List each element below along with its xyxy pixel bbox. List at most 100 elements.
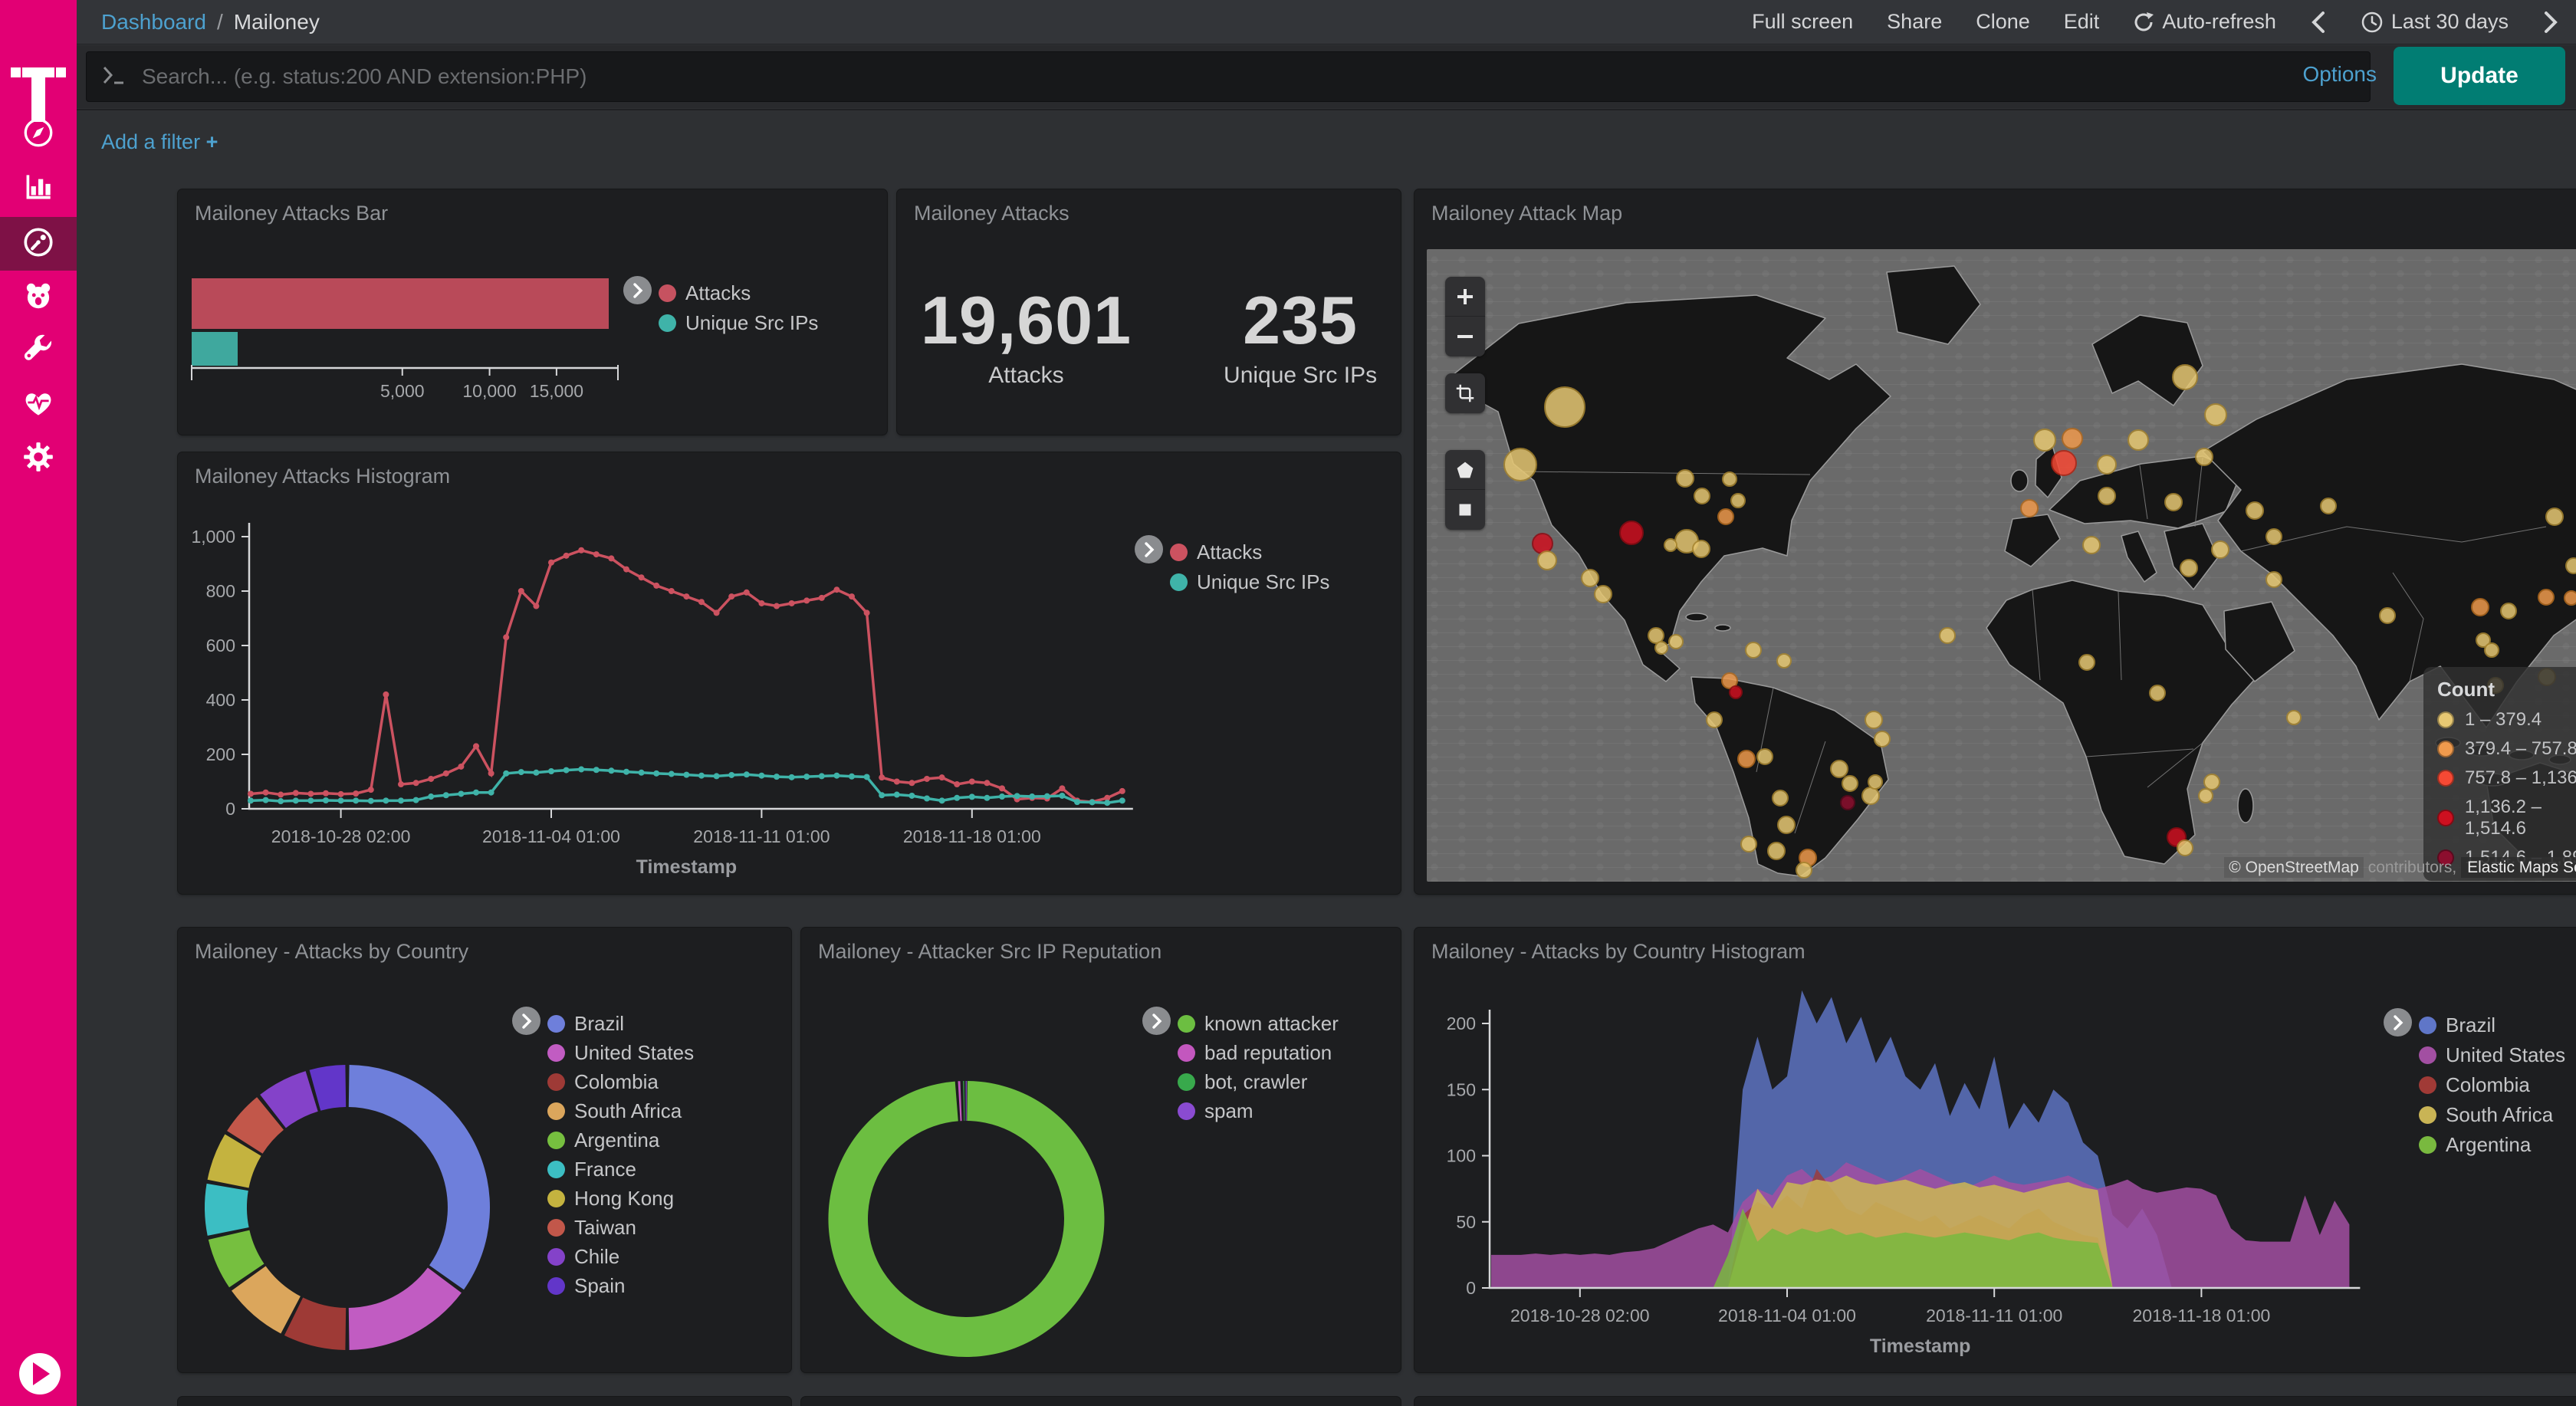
update-button[interactable]: Update	[2394, 47, 2565, 105]
legend-item-brazil[interactable]: Brazil	[547, 1012, 624, 1036]
zoom-in-button[interactable]	[1445, 277, 1485, 317]
breadcrumb-dashboard-link[interactable]: Dashboard	[101, 9, 206, 34]
attack-marker	[2563, 590, 2576, 606]
legend-item-south-africa[interactable]: South Africa	[547, 1099, 682, 1123]
telekom-logo[interactable]	[11, 51, 66, 128]
legend-item-bot-crawler[interactable]: bot, crawler	[1178, 1070, 1307, 1094]
pie-slice-france[interactable]	[204, 1183, 249, 1236]
legend-item-colombia[interactable]: Colombia	[2419, 1073, 2530, 1097]
bar-attacks[interactable]	[192, 278, 609, 329]
pie-slice-chile[interactable]	[260, 1071, 318, 1128]
auto-refresh-button[interactable]: Auto-refresh	[2133, 10, 2276, 34]
attack-marker	[2378, 606, 2396, 624]
legend-toggle-button[interactable]	[512, 1007, 540, 1035]
ems-attribution[interactable]: Elastic Maps Service	[2461, 857, 2576, 878]
legend-toggle-button[interactable]	[1135, 535, 1163, 563]
legend-item-bad-reputation[interactable]: bad reputation	[1178, 1041, 1332, 1065]
sidebar-item-dashboard[interactable]	[0, 217, 77, 271]
time-forward-button[interactable]	[2542, 11, 2559, 34]
sidebar-item-discover[interactable]	[0, 107, 77, 161]
osm-attribution[interactable]: © OpenStreetMap	[2224, 857, 2364, 878]
world-map-canvas[interactable]: Count 1 – 379.4 379.4 – 757.8 757.8 – 1,13…	[1427, 249, 2576, 882]
legend-toggle-button[interactable]	[1142, 1007, 1171, 1035]
legend-item-unique-src-ips[interactable]: Unique Src IPs	[1170, 570, 1329, 594]
legend-swatch	[547, 1073, 565, 1091]
legend-item-spam[interactable]: spam	[1178, 1099, 1254, 1123]
sidebar-item-management[interactable]	[0, 432, 77, 485]
telekom-t-icon	[11, 67, 66, 122]
rectangle-tool-button[interactable]	[1445, 490, 1485, 530]
pie-slice-taiwan[interactable]	[227, 1097, 284, 1154]
svg-text:800: 800	[206, 581, 235, 601]
fullscreen-button[interactable]: Full screen	[1752, 10, 1854, 33]
legend-item-chile[interactable]: Chile	[547, 1245, 619, 1269]
query-options-link[interactable]: Options	[2302, 62, 2377, 86]
legend-item-known-attacker[interactable]: known attacker	[1178, 1012, 1339, 1036]
attack-marker	[2149, 685, 2167, 702]
panel-title: Mailoney Attacks	[914, 202, 1070, 225]
edit-button[interactable]: Edit	[2063, 10, 2100, 33]
legend-item-brazil[interactable]: Brazil	[2419, 1013, 2496, 1037]
pie-slice-argentina[interactable]	[208, 1230, 264, 1288]
polygon-tool-button[interactable]	[1445, 450, 1485, 490]
legend-label: South Africa	[2446, 1103, 2554, 1126]
add-filter-button[interactable]: Add a filter +	[101, 130, 219, 153]
legend-label: 757.8 – 1,136.2	[2465, 767, 2576, 788]
pie-slice-south-africa[interactable]	[232, 1266, 301, 1334]
search-input[interactable]	[142, 64, 2370, 89]
pie-slice-hong-kong[interactable]	[207, 1134, 261, 1188]
pie-slice-bot-crawler[interactable]	[963, 1080, 965, 1121]
legend-swatch	[659, 314, 676, 332]
panel-country-histogram: Mailoney - Attacks by Country Histogram …	[1414, 928, 2576, 1372]
pie-slice-colombia[interactable]	[284, 1297, 347, 1351]
share-button[interactable]: Share	[1887, 10, 1943, 33]
map-attribution: © OpenStreetMap contributors, Elastic Ma…	[2224, 857, 2576, 878]
legend-item-united-states[interactable]: United States	[2419, 1043, 2565, 1067]
sidebar-item-visualize[interactable]	[0, 161, 77, 215]
gear-icon	[21, 439, 56, 478]
legend-item-taiwan[interactable]: Taiwan	[547, 1216, 636, 1240]
panel-title: Mailoney - Attacks by Country	[195, 940, 469, 963]
pie-slice-known-attacker[interactable]	[828, 1081, 1105, 1357]
zoom-out-button[interactable]	[1445, 317, 1485, 356]
attack-marker	[1767, 842, 1786, 861]
svg-text:2018-11-18 01:00: 2018-11-18 01:00	[2132, 1306, 2270, 1326]
pie-slice-spain[interactable]	[309, 1065, 347, 1111]
time-range-picker[interactable]: Last 30 days	[2361, 10, 2509, 34]
legend-item-argentina[interactable]: Argentina	[2419, 1133, 2531, 1157]
legend-item-argentina[interactable]: Argentina	[547, 1128, 659, 1152]
legend-toggle-button[interactable]	[623, 276, 652, 304]
legend-swatch	[547, 1190, 565, 1207]
legend-item-hong-kong[interactable]: Hong Kong	[547, 1187, 674, 1211]
legend-swatch	[2419, 1136, 2436, 1154]
legend-toggle-button[interactable]	[2384, 1008, 2412, 1036]
bar-unique-src-ips[interactable]	[192, 332, 238, 366]
pie-slice-spam[interactable]	[965, 1080, 967, 1121]
legend-item-attacks[interactable]: Attacks	[1170, 540, 1262, 564]
crop-tool-button[interactable]	[1445, 373, 1485, 413]
legend-item-colombia[interactable]: Colombia	[547, 1070, 659, 1094]
sidebar-item-monitoring[interactable]	[0, 378, 77, 432]
time-back-button[interactable]	[2310, 11, 2327, 34]
legend-item-united-states[interactable]: United States	[547, 1041, 694, 1065]
sidebar-item-dev-tools[interactable]	[0, 325, 77, 379]
svg-text:200: 200	[206, 744, 235, 764]
legend-swatch	[1170, 544, 1188, 561]
pie-slice-brazil[interactable]	[348, 1065, 491, 1290]
legend-item-spain[interactable]: Spain	[547, 1274, 626, 1298]
legend-item-france[interactable]: France	[547, 1158, 636, 1181]
sidebar-collapse-button[interactable]	[19, 1353, 61, 1395]
clone-button[interactable]: Clone	[1976, 10, 2030, 33]
map-legend-item: 1,136.2 – 1,514.6	[2437, 797, 2576, 839]
attack-marker	[2164, 493, 2183, 511]
svg-text:100: 100	[1447, 1146, 1476, 1166]
legend-item-unique-src-ips[interactable]: Unique Src IPs	[659, 311, 818, 335]
legend-item-attacks[interactable]: Attacks	[659, 281, 751, 305]
pie-slice-bad-reputation[interactable]	[958, 1081, 962, 1122]
map-count-legend: Count 1 – 379.4 379.4 – 757.8 757.8 – 1,13…	[2423, 667, 2576, 881]
legend-item-south-africa[interactable]: South Africa	[2419, 1103, 2553, 1127]
legend-label: spam	[1204, 1099, 1254, 1122]
sidebar-item-honeypot[interactable]	[0, 271, 77, 324]
next-row-panel	[178, 1397, 791, 1406]
pie-slice-united-states[interactable]	[348, 1267, 462, 1351]
